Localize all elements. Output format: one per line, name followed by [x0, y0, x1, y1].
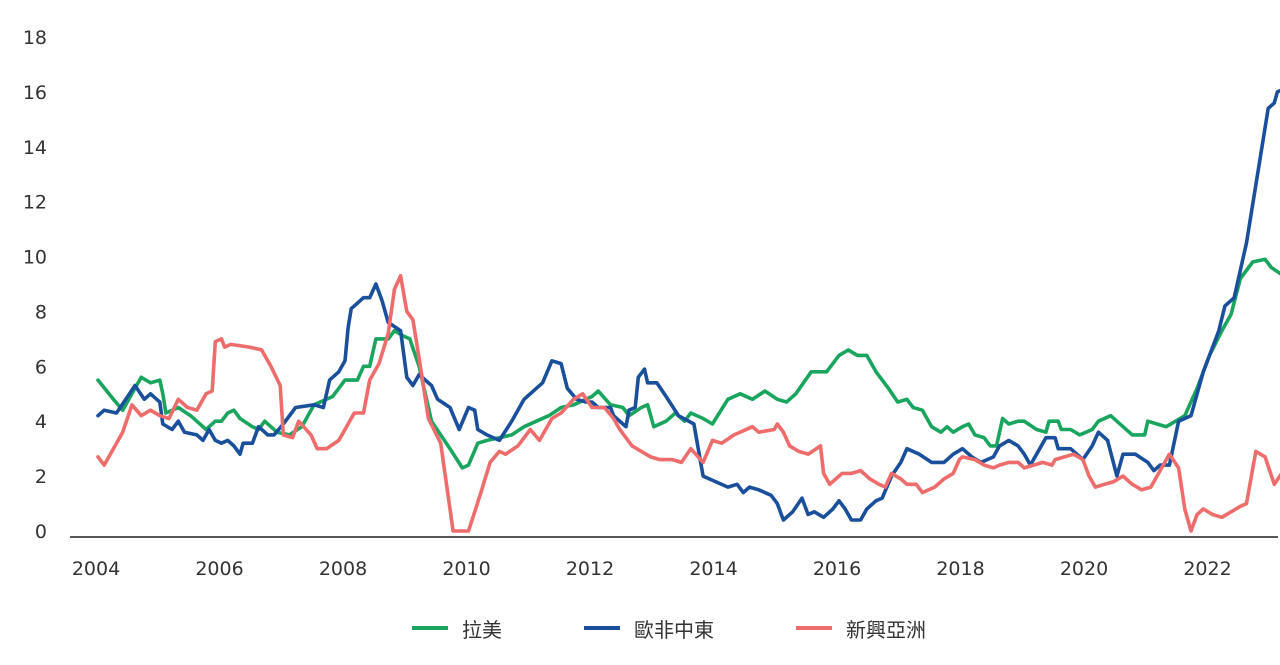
legend-item-emea: 歐非中東	[584, 612, 714, 644]
y-tick-label: 8	[35, 301, 47, 323]
legend-label-latam: 拉美	[462, 617, 502, 642]
x-tick-label: 2018	[936, 558, 984, 580]
y-tick-label: 6	[35, 356, 47, 378]
y-tick-label: 16	[23, 82, 47, 104]
x-tick-label: 2012	[566, 558, 614, 580]
legend-swatch-emea	[584, 626, 620, 630]
legend-swatch-em-asia	[796, 626, 832, 630]
y-tick-label: 10	[23, 247, 47, 269]
y-tick-label: 14	[23, 137, 47, 159]
legend-swatch-latam	[412, 626, 448, 630]
legend-label-emea: 歐非中東	[634, 617, 714, 642]
legend-item-latam: 拉美	[412, 612, 502, 644]
x-tick-label: 2008	[319, 558, 367, 580]
x-tick-label: 2020	[1060, 558, 1108, 580]
legend: 拉美 歐非中東 新興亞洲	[0, 612, 1280, 644]
y-tick-label: 2	[35, 466, 47, 488]
y-tick-label: 0	[35, 521, 47, 543]
y-tick-label: 4	[35, 411, 47, 433]
y-axis-tick-labels: 0 2 4 6 8 10 12 14 16 18	[23, 27, 47, 543]
series-line-em-asia	[96, 273, 1280, 533]
y-tick-label: 18	[23, 27, 47, 49]
legend-label-em-asia: 新興亞洲	[846, 617, 926, 642]
series-lines	[96, 88, 1280, 533]
x-tick-label: 2014	[689, 558, 737, 580]
x-tick-label: 2010	[442, 558, 490, 580]
series-line-emea	[96, 88, 1280, 522]
x-tick-label: 2022	[1183, 558, 1231, 580]
x-axis-tick-labels: 2004 2006 2008 2010 2012 2014 2016 2018 2020 2022	[72, 558, 1232, 580]
x-tick-label: 2006	[195, 558, 243, 580]
legend-item-em-asia: 新興亞洲	[796, 612, 926, 644]
x-tick-label: 2016	[813, 558, 861, 580]
x-tick-label: 2004	[72, 558, 120, 580]
y-tick-label: 12	[23, 192, 47, 214]
